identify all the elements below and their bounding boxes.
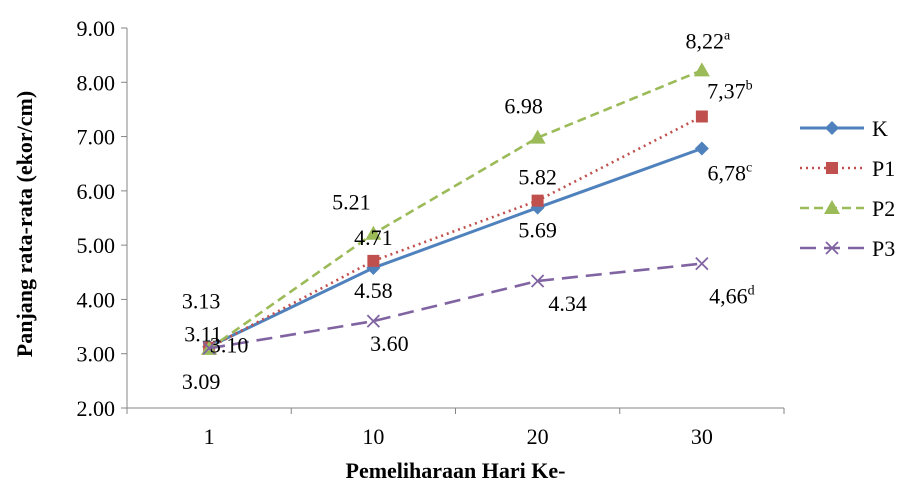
legend-item-p2: P2 bbox=[800, 196, 895, 221]
legend-label: P1 bbox=[872, 156, 895, 181]
significance-letter: a bbox=[724, 28, 731, 43]
y-tick-label: 4.00 bbox=[77, 287, 116, 312]
series-p3 bbox=[202, 256, 709, 355]
data-label-p1: 4.71 bbox=[354, 225, 393, 250]
series-line-p2 bbox=[208, 69, 703, 350]
legend-item-p1: P1 bbox=[800, 156, 895, 181]
data-point-p1 bbox=[367, 254, 380, 267]
x-tick-label: 20 bbox=[527, 424, 549, 449]
axes: 2.00 3.00 4.00 5.00 6.00 7.00 8.00 9.00 1 10 20 30 bbox=[77, 16, 785, 449]
significance-letter: d bbox=[748, 284, 755, 299]
data-label-k: 3.13 bbox=[182, 289, 221, 314]
data-label-p2: 6.98 bbox=[504, 94, 543, 119]
data-point-p3 bbox=[202, 341, 216, 355]
data-label-p3: 4,66d bbox=[709, 284, 755, 309]
series-p1 bbox=[203, 110, 708, 354]
data-point-p2 bbox=[365, 225, 382, 240]
data-label-k: 6,78c bbox=[708, 161, 753, 186]
data-point-p1 bbox=[531, 194, 544, 207]
legend-marker bbox=[824, 200, 840, 214]
series-layer bbox=[201, 62, 710, 355]
legend-item-k: K bbox=[800, 116, 888, 141]
series-p2 bbox=[201, 62, 710, 355]
x-tick-label: 30 bbox=[691, 424, 713, 449]
y-tick-label: 7.00 bbox=[77, 125, 116, 150]
data-label-p3: 4.34 bbox=[548, 291, 587, 316]
legend-marker bbox=[825, 241, 839, 255]
data-point-p3 bbox=[366, 314, 381, 328]
legend: K P1 P2 P3 bbox=[800, 116, 895, 261]
data-point-p3 bbox=[530, 274, 545, 288]
data-label-p1: 7,37b bbox=[707, 78, 753, 103]
data-label-k: 5.69 bbox=[518, 218, 557, 243]
legend-label: K bbox=[872, 116, 888, 141]
data-label-layer: 3.13 4.58 5.69 6,78c 3.11 4.71 5.82 7,37b 3.09 5.… bbox=[182, 28, 755, 393]
legend-marker bbox=[825, 121, 839, 135]
data-label-p2: 5.21 bbox=[332, 190, 371, 215]
y-tick-label: 8.00 bbox=[77, 70, 116, 95]
data-point-p1 bbox=[695, 110, 708, 123]
data-label-p3: 3.10 bbox=[210, 332, 249, 357]
data-label-p3: 3.60 bbox=[370, 331, 409, 356]
y-tick-label: 9.00 bbox=[77, 16, 116, 41]
data-label-p1: 5.82 bbox=[518, 165, 557, 190]
y-tick-label: 6.00 bbox=[77, 179, 116, 204]
y-tick-label: 3.00 bbox=[77, 342, 116, 367]
data-point-p2 bbox=[529, 129, 546, 144]
legend-marker bbox=[826, 162, 838, 174]
significance-letter: b bbox=[746, 78, 753, 93]
data-label-k: 4.58 bbox=[354, 278, 393, 303]
legend-item-p3: P3 bbox=[800, 236, 895, 261]
legend-label: P2 bbox=[872, 196, 895, 221]
series-k bbox=[202, 141, 709, 354]
series-line-p3 bbox=[208, 262, 703, 350]
data-label-p1: 3.11 bbox=[184, 322, 222, 347]
series-line-p1 bbox=[208, 115, 703, 349]
x-axis-title: Pemeliharaan Hari Ke- bbox=[346, 458, 566, 483]
y-tick-label: 2.00 bbox=[77, 396, 116, 421]
y-axis-title: Panjang rata-rata (ekor/cm) bbox=[12, 91, 37, 357]
x-tick-label: 1 bbox=[204, 424, 215, 449]
legend-label: P3 bbox=[872, 236, 895, 261]
series-line-k bbox=[208, 147, 703, 349]
y-tick-label: 5.00 bbox=[77, 233, 116, 258]
significance-letter: c bbox=[746, 161, 752, 176]
data-point-k bbox=[694, 141, 709, 156]
x-tick-label: 10 bbox=[362, 424, 384, 449]
data-point-p2 bbox=[693, 62, 710, 77]
data-label-p2: 3.09 bbox=[182, 369, 221, 394]
data-label-p2: 8,22a bbox=[686, 28, 732, 53]
data-point-p3 bbox=[695, 256, 709, 271]
